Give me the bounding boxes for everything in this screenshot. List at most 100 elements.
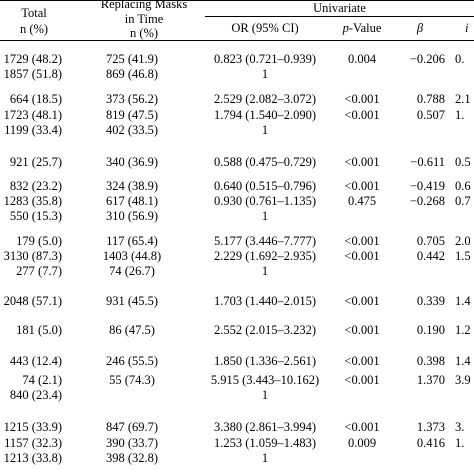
cell-or-ci: 2.529 (2.082–3.072) bbox=[213, 92, 317, 106]
cell-replacing: 324 (38.9) bbox=[105, 179, 159, 193]
cell-replacing: 847 (69.7) bbox=[105, 420, 159, 434]
cell-beta: 1.373 bbox=[416, 420, 445, 434]
cell-replacing: 55 (74.3) bbox=[109, 373, 155, 387]
cell-replacing: 246 (55.5) bbox=[105, 354, 159, 368]
cell-cutoff: 0.7 bbox=[455, 194, 471, 208]
cell-or-ci: 2.229 (1.692–2.935) bbox=[213, 249, 317, 263]
cell-cutoff: 2.1 bbox=[455, 92, 471, 106]
cell-cutoff: 1.2 bbox=[455, 323, 471, 337]
cell-cutoff: 3.9 bbox=[455, 373, 471, 387]
cell-total: 3130 (87.3) bbox=[3, 249, 62, 263]
cell-total: 664 (18.5) bbox=[9, 92, 62, 106]
cell-total: 832 (23.2) bbox=[9, 179, 62, 193]
cell-or-ci: 2.552 (2.015–3.232) bbox=[213, 323, 317, 337]
cell-or-ci: 1.703 (1.440–2.015) bbox=[213, 294, 317, 308]
cell-or-ci: 1 bbox=[261, 209, 269, 223]
cell-p-value: <0.001 bbox=[344, 420, 380, 434]
cell-or-ci: 5.915 (3.443–10.162) bbox=[210, 373, 320, 387]
cell-or-ci: 3.380 (2.861–3.994) bbox=[213, 420, 317, 434]
header-total-line2: n (%) bbox=[19, 21, 49, 36]
header-p-value: p-Value bbox=[338, 22, 386, 35]
cell-p-value: <0.001 bbox=[344, 354, 380, 368]
cell-replacing: 340 (36.9) bbox=[105, 155, 159, 169]
cell-p-value: <0.001 bbox=[344, 108, 380, 122]
cell-p-value: <0.001 bbox=[344, 92, 380, 106]
cell-replacing: 1403 (44.8) bbox=[102, 249, 162, 263]
cell-cutoff: 1.4 bbox=[455, 294, 471, 308]
cell-beta: 0.507 bbox=[416, 108, 445, 122]
cell-replacing: 373 (56.2) bbox=[105, 92, 159, 106]
cell-beta: 0.442 bbox=[416, 249, 445, 263]
header-bottom-rule bbox=[0, 40, 474, 41]
cell-replacing: 617 (48.1) bbox=[105, 194, 159, 208]
header-total: Total n (%) bbox=[0, 7, 68, 35]
cell-total: 277 (7.7) bbox=[16, 264, 62, 278]
header-beta-symbol: β bbox=[416, 21, 424, 35]
header-p-italic: p bbox=[342, 21, 349, 35]
cell-total: 1729 (48.2) bbox=[3, 52, 62, 66]
cell-beta: −0.206 bbox=[409, 52, 445, 66]
cell-total: 1215 (33.9) bbox=[3, 420, 62, 434]
cell-p-value: 0.004 bbox=[347, 52, 377, 66]
header-replacing: Replacing Masks in Time n (%) bbox=[90, 0, 198, 40]
header-replacing-line2: in Time bbox=[124, 11, 164, 26]
cell-replacing: 86 (47.5) bbox=[109, 323, 155, 337]
header-or-ci: OR (95% CI) bbox=[231, 21, 299, 35]
cell-or-ci: 0.640 (0.515–0.796) bbox=[213, 179, 317, 193]
univariate-rule bbox=[205, 16, 474, 17]
header-p-rest: -Value bbox=[348, 21, 382, 35]
cell-or-ci: 0.823 (0.721–0.939) bbox=[213, 52, 317, 66]
cell-beta: 0.705 bbox=[416, 234, 445, 248]
cell-total: 74 (2.1) bbox=[22, 373, 62, 387]
cell-total: 1157 (32.3) bbox=[4, 436, 62, 450]
cell-replacing: 310 (56.9) bbox=[105, 209, 159, 223]
cell-total: 181 (5.0) bbox=[16, 323, 62, 337]
cell-total: 1199 (33.4) bbox=[4, 123, 62, 137]
cell-total: 921 (25.7) bbox=[9, 155, 62, 169]
cell-or-ci: 1 bbox=[261, 451, 269, 465]
cell-or-ci: 1.253 (1.059–1.483) bbox=[213, 436, 317, 450]
cell-replacing: 390 (33.7) bbox=[105, 436, 159, 450]
cell-replacing: 931 (45.5) bbox=[105, 294, 159, 308]
cell-replacing: 117 (65.4) bbox=[106, 234, 158, 248]
cell-beta: 0.339 bbox=[416, 294, 445, 308]
cell-total: 1283 (35.8) bbox=[3, 194, 62, 208]
header-univariate: Univariate bbox=[313, 1, 366, 15]
cell-p-value: <0.001 bbox=[344, 323, 380, 337]
cell-replacing: 74 (26.7) bbox=[109, 264, 155, 278]
cell-beta: 0.788 bbox=[416, 92, 445, 106]
cell-total: 1857 (51.8) bbox=[3, 67, 62, 81]
cell-total: 840 (23.4) bbox=[9, 388, 62, 402]
cell-replacing: 398 (32.8) bbox=[105, 451, 159, 465]
cell-total: 550 (15.3) bbox=[9, 209, 62, 223]
cell-p-value: <0.001 bbox=[344, 373, 380, 387]
header-total-line1: Total bbox=[21, 6, 47, 20]
cell-beta: −0.268 bbox=[409, 194, 445, 208]
header-replacing-line1: Replacing Masks bbox=[100, 0, 188, 11]
cell-beta: 0.190 bbox=[416, 323, 445, 337]
cell-total: 179 (5.0) bbox=[16, 234, 62, 248]
cell-beta: −0.419 bbox=[409, 179, 445, 193]
cell-replacing: 725 (41.9) bbox=[105, 52, 159, 66]
cell-p-value: <0.001 bbox=[344, 155, 380, 169]
cell-p-value: 0.009 bbox=[347, 436, 377, 450]
cell-cutoff: 1. bbox=[455, 108, 465, 122]
cell-or-ci: 1.794 (1.540–2.090) bbox=[213, 108, 317, 122]
cell-cutoff: 2.0 bbox=[455, 234, 471, 248]
cell-cutoff: 0. bbox=[455, 52, 465, 66]
cell-p-value: <0.001 bbox=[344, 179, 380, 193]
cell-total: 1213 (33.8) bbox=[3, 451, 62, 465]
cell-or-ci: 1 bbox=[261, 123, 269, 137]
cell-total: 443 (12.4) bbox=[9, 354, 62, 368]
cell-or-ci: 1 bbox=[261, 67, 269, 81]
top-rule bbox=[0, 0, 474, 1]
cell-p-value: <0.001 bbox=[344, 234, 380, 248]
cell-replacing: 869 (46.8) bbox=[105, 67, 159, 81]
cell-p-value: <0.001 bbox=[344, 294, 380, 308]
header-right-partial: i bbox=[465, 21, 469, 35]
cell-replacing: 819 (47.5) bbox=[105, 108, 159, 122]
cell-p-value: <0.001 bbox=[344, 249, 380, 263]
cell-or-ci: 1 bbox=[261, 388, 269, 402]
cell-cutoff: 1.4 bbox=[455, 354, 471, 368]
header-beta: β bbox=[400, 22, 440, 35]
